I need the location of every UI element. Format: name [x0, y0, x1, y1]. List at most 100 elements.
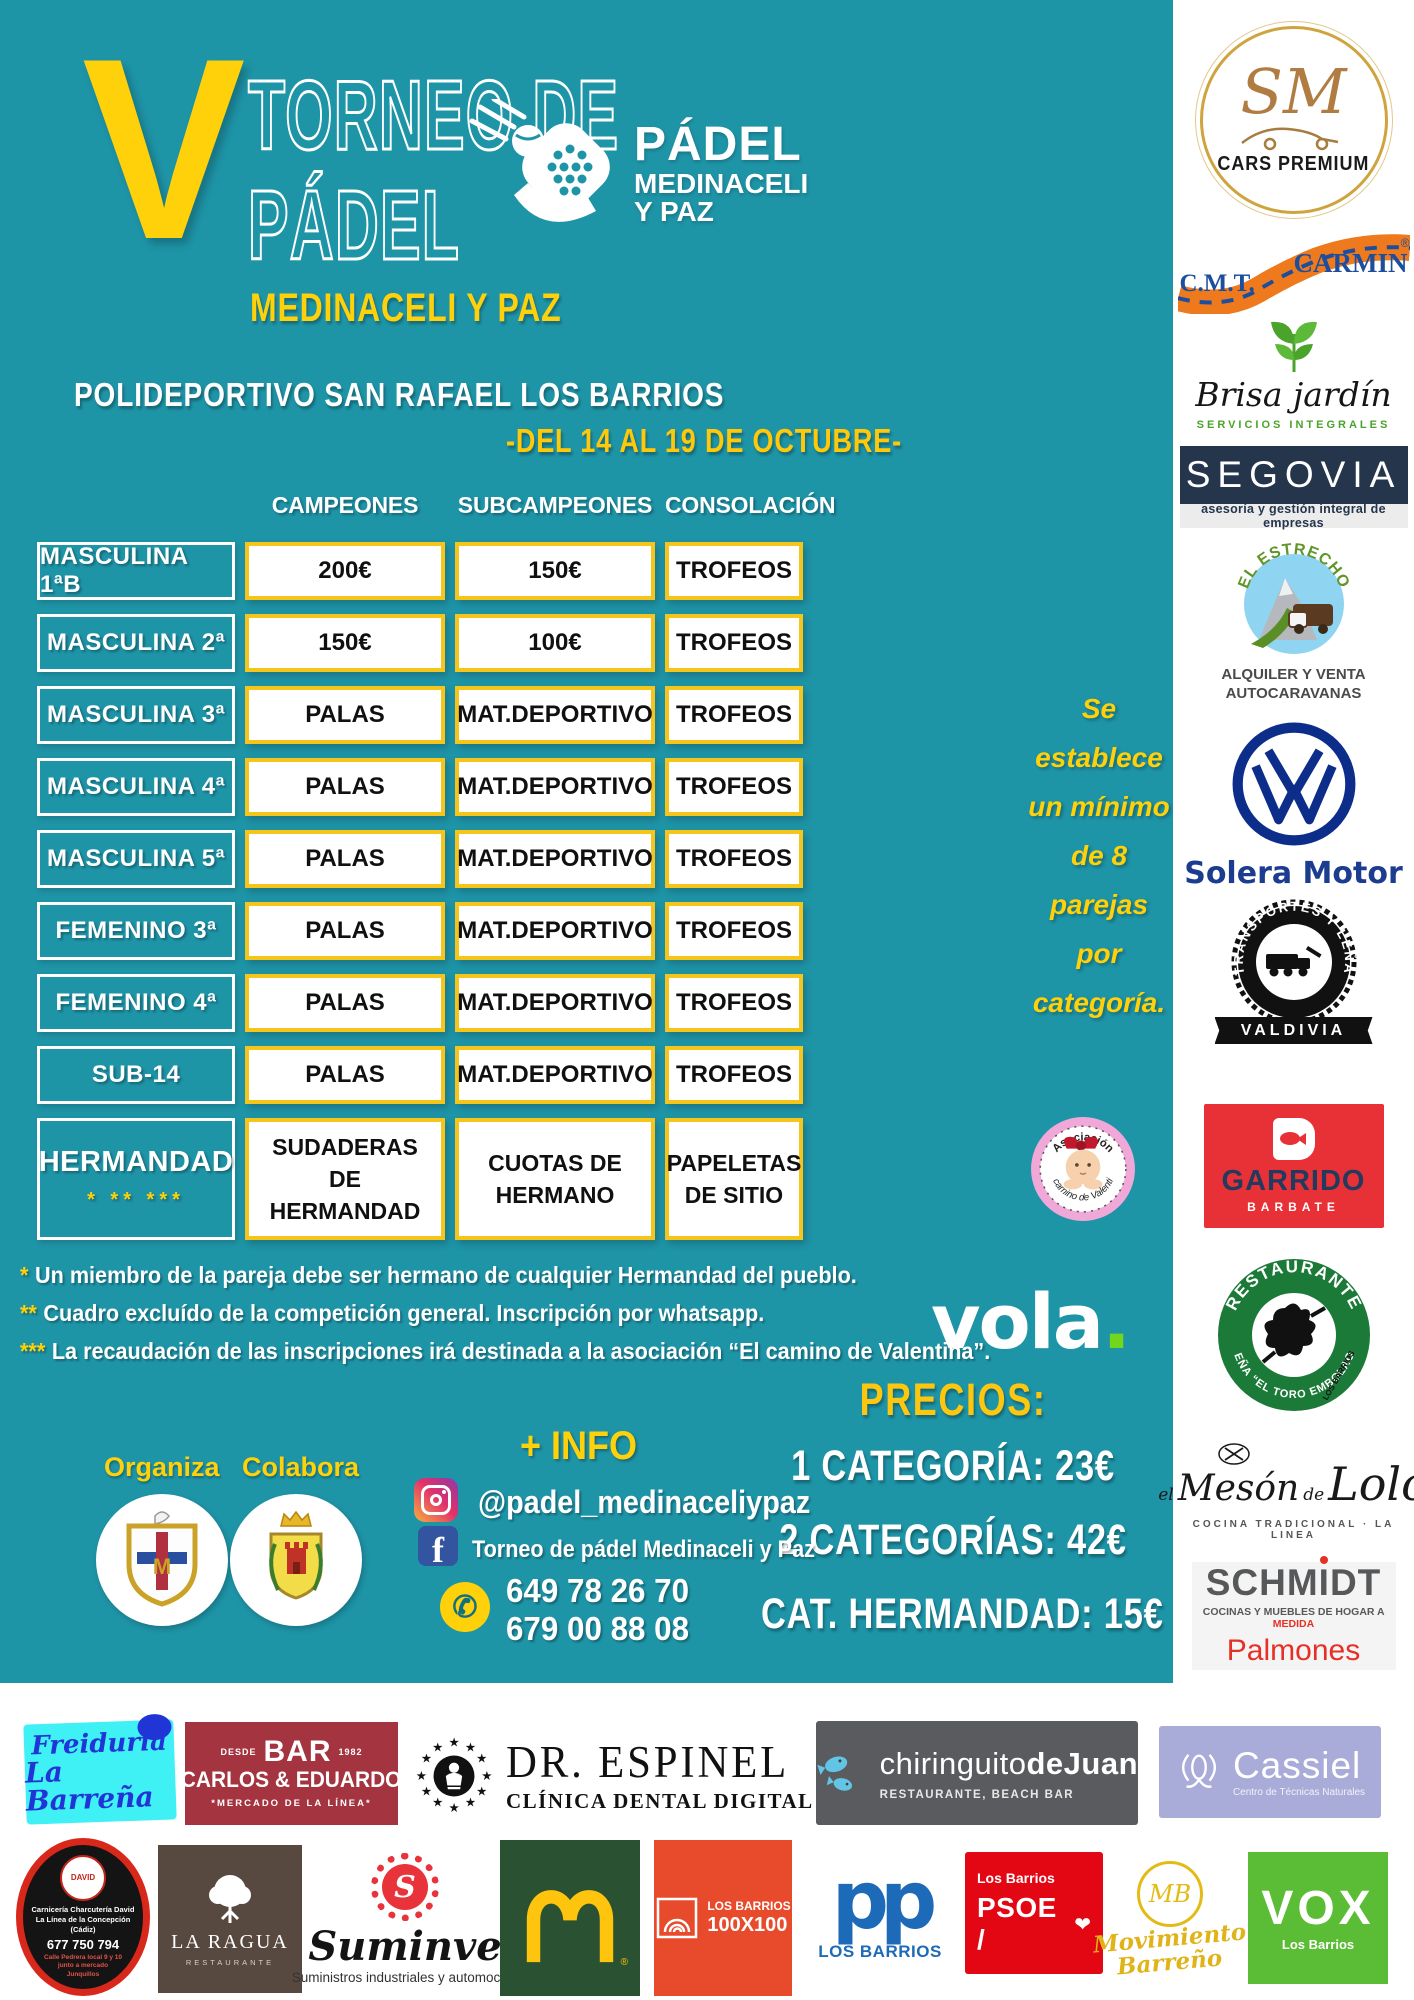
vox-wordmark: VOX [1261, 1881, 1375, 1935]
sponsor-movimiento-barreno: MB Movimiento Barreño [1092, 1842, 1247, 1994]
town-crest [230, 1494, 362, 1626]
svg-text:★: ★ [432, 1740, 443, 1754]
column-header-campeones: CAMPEONES [271, 492, 419, 518]
prize-cell: SUDADERAS DE HERMANDAD [245, 1118, 445, 1240]
table-row: FEMENINO 3ª PALAS MAT.DEPORTIVO TROFEOS [37, 902, 803, 960]
price-line-1: 1 CATEGORÍA: 23€ [791, 1442, 1115, 1490]
david-line3: Calle Pedrera local 9 y 10 [43, 1954, 123, 1962]
bar-owners: CARLOS & EDUARDO [181, 1767, 402, 1792]
segovia-tagline: asesoría y gestión integral de empresas [1179, 502, 1408, 530]
phone-number-1: 649 78 26 70 [506, 1572, 690, 1609]
club-logo-line3: Y PAZ [634, 196, 714, 228]
table-row: MASCULINA 1ªB 200€ 150€ TROFEOS [37, 542, 803, 600]
david-line1: Carnicería Charcutería David [31, 1904, 135, 1914]
footnote: * Un miembro de la pareja debe ser herman… [20, 1262, 857, 1289]
mcdonalds-registered-mark: ® [620, 1957, 628, 1968]
prize-cell: TROFEOS [665, 686, 803, 744]
prize-cell: PALAS [245, 758, 445, 816]
vox-subtitle: Los Barrios [1281, 1936, 1355, 1952]
los-barrios-crest-icon [269, 1510, 323, 1600]
meson-tagline: COCINA TRADICIONAL · LA LINEA [1192, 1519, 1395, 1541]
garrido-fish-icon [1272, 1118, 1315, 1160]
suminve-tagline: Suministros industriales y automoción [291, 1970, 519, 1985]
footnote-text: Un miembro de la pareja debe ser hermano… [34, 1262, 857, 1288]
segovia-wordmark: SEGOVIA [1179, 446, 1408, 504]
sponsor-mcdonalds: ® [500, 1840, 640, 1996]
prize-cell: TROFEOS [665, 758, 803, 816]
footnote-marker: ** [20, 1300, 37, 1326]
prize-cell: 100€ [455, 614, 655, 672]
table-row: MASCULINA 3ª PALAS MAT.DEPORTIVO TROFEOS [37, 686, 803, 744]
facebook-letter: f [432, 1529, 444, 1566]
sponsor-schmidt: SCHMIDT COCINAS Y MUEBLES DE HOGAR A MED… [1173, 1562, 1414, 1670]
pp-subtitle: LOS BARRIOS [818, 1941, 942, 1961]
sponsor-chiringuito-de-juan: chiringuitodeJuan RESTAURANTE, BEACH BAR [816, 1721, 1138, 1825]
chiringuito-tagline: RESTAURANTE, BEACH BAR [879, 1788, 1075, 1801]
category-cell: MASCULINA 1ªB [37, 542, 235, 600]
price-line-3: CAT. HERMANDAD: 15€ [761, 1590, 1164, 1638]
prize-cell: TROFEOS [665, 542, 803, 600]
venue-title: POLIDEPORTIVO SAN RAFAEL LOS BARRIOS [74, 376, 725, 413]
sponsor-segovia: SEGOVIA asesoría y gestión integral de e… [1173, 446, 1414, 530]
category-cell: FEMENINO 3ª [37, 902, 235, 960]
chiringuito-name: chiringuito [879, 1745, 1027, 1781]
sponsor-sm-cars-premium: SM CARS PREMIUM [1173, 21, 1414, 219]
colabora-label: Colabora [242, 1452, 360, 1482]
carmin-registered-mark: ® [1400, 236, 1410, 250]
psoe-heart-icon: ❤ [1074, 1913, 1091, 1936]
brisa-jardin-name: Brisa jardín [1195, 375, 1392, 414]
valentina-association-badge: Asociación El camino de Valentina [1030, 1116, 1135, 1221]
padel-racket-icon [469, 99, 610, 222]
sponsor-solera-motor: Solera Motor [1173, 720, 1414, 891]
schmidt-tagline-text: COCINAS Y MUEBLES DE HOGAR A [1202, 1606, 1385, 1618]
toro-embolao-badge-icon: RESTAURANTE PEÑA “EL TORO EMBOLAO” [1210, 1247, 1370, 1411]
schmidt-part3: DT [1329, 1562, 1382, 1603]
sponsor-toro-embolao: RESTAURANTE PEÑA “EL TORO EMBOLAO” LOS B… [1173, 1247, 1414, 1414]
instagram-icon [414, 1478, 458, 1522]
sm-name: CARS PREMIUM [1217, 153, 1370, 176]
club-logo-line2: MEDINACELI [634, 167, 809, 199]
prize-cell: TROFEOS [665, 902, 803, 960]
golden-arches-icon [526, 1890, 614, 1963]
category-cell: SUB-14 [37, 1046, 235, 1104]
category-cell: FEMENINO 4ª [37, 974, 235, 1032]
bar-year: 1982 [338, 1746, 363, 1757]
garrido-city: BARBATE [1247, 1200, 1340, 1214]
sponsor-cmt-carmin: C.M.T. CARMIN ® [1173, 226, 1414, 316]
table-row: SUB-14 PALAS MAT.DEPORTIVO TROFEOS [37, 1046, 803, 1104]
prize-cell: MAT.DEPORTIVO [455, 758, 655, 816]
prices-block: PRECIOS: 1 CATEGORÍA: 23€ 2 CATEGORÍAS: … [713, 1374, 1193, 1664]
club-logo-line1: PÁDEL [634, 117, 802, 171]
prize-cell: PALAS [245, 1046, 445, 1104]
arch-square-icon [657, 1897, 698, 1939]
bar-name: BAR [263, 1735, 332, 1768]
category-cell: MASCULINA 4ª [37, 758, 235, 816]
schmidt-dotted-i: I [1318, 1562, 1330, 1603]
prize-cell: PALAS [245, 974, 445, 1032]
sponsor-garrido: GARRIDO BARBATE [1173, 1104, 1414, 1228]
ragua-name: LA RAGUA [171, 1931, 289, 1953]
lotus-icon [1181, 1753, 1216, 1788]
meson-de: de [1303, 1485, 1325, 1505]
sponsor-pp-los-barrios: pp LOS BARRIOS [805, 1846, 955, 1988]
instagram-flash-dot [442, 1490, 446, 1494]
footnote-text: Cuadro excluído de la competición genera… [43, 1300, 765, 1326]
facebook-icon: f [418, 1526, 458, 1566]
svg-text:M: M [153, 1554, 171, 1579]
organiza-label: Organiza [104, 1452, 220, 1482]
car-outline-icon [1240, 127, 1338, 151]
espinel-tagline: CLÍNICA DENTAL DIGITAL [506, 1789, 814, 1813]
prize-cell: TROFEOS [665, 974, 803, 1032]
prize-cell: TROFEOS [665, 614, 803, 672]
pp-wordmark: pp [831, 1854, 937, 1948]
instagram-handle: @padel_medinaceliypaz [478, 1484, 811, 1520]
schmidt-city: Palmones [1226, 1634, 1361, 1667]
prize-cell: MAT.DEPORTIVO [455, 902, 655, 960]
info-title: + INFO [520, 1424, 638, 1468]
cien-line2: 100X100 [707, 1913, 788, 1936]
sponsor-el-estrecho: EL ESTRECHO ALQUILER Y VENTA AUTOCARAVAN… [1173, 536, 1414, 704]
vola-dot: . [1102, 1277, 1131, 1366]
utensils-icon [1217, 1443, 1250, 1465]
valdivia-stamp-icon: TRANSPORTES Y LEÑA [1230, 899, 1356, 1025]
